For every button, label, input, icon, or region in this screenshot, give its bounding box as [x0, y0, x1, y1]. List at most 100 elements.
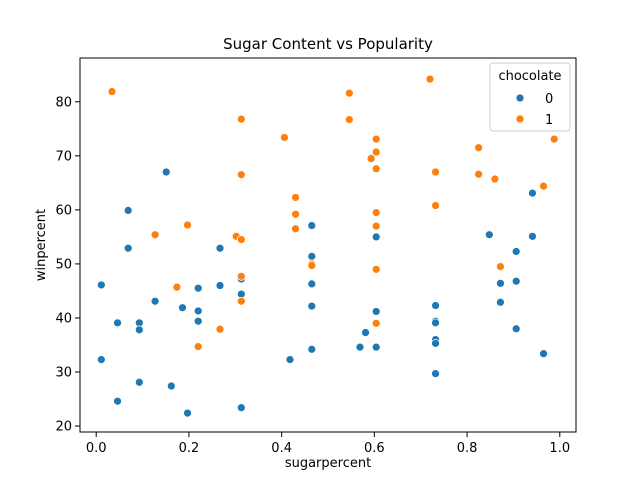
- legend-marker-series-1: [515, 114, 525, 124]
- y-axis-label: winpercent: [34, 209, 49, 281]
- data-point-series-0: [539, 349, 548, 359]
- data-point-series-1: [371, 164, 381, 174]
- data-point-series-0: [166, 381, 176, 391]
- data-point-series-0: [178, 303, 187, 313]
- data-point-series-0: [355, 342, 365, 352]
- data-point-series-1: [291, 193, 300, 202]
- data-point-series-0: [285, 355, 295, 364]
- data-point-series-1: [474, 169, 484, 179]
- legend-label-series-0: 0: [545, 92, 553, 107]
- legend-label-series-1: 1: [545, 113, 553, 128]
- data-point-series-1: [371, 208, 381, 217]
- x-axis-label: sugarpercent: [285, 456, 371, 471]
- data-point-series-1: [193, 342, 203, 351]
- data-point-series-1: [371, 318, 381, 328]
- data-point-series-1: [371, 264, 381, 274]
- data-point-series-0: [431, 318, 440, 328]
- x-tick-label: 0.4: [271, 441, 292, 456]
- legend-entries: 01: [515, 92, 553, 128]
- data-point-series-1: [371, 147, 381, 157]
- data-point-series-0: [123, 206, 133, 215]
- legend: chocolate 01: [489, 62, 571, 132]
- data-point-series-0: [193, 306, 203, 316]
- data-point-series-0: [193, 283, 203, 293]
- y-tick-label: 40: [55, 311, 72, 326]
- data-point-series-0: [528, 188, 537, 198]
- y-tick-label: 60: [55, 203, 72, 218]
- data-point-series-0: [496, 278, 505, 288]
- chart-title: Sugar Content vs Popularity: [223, 35, 433, 53]
- data-point-series-0: [307, 251, 317, 261]
- data-point-series-1: [107, 87, 117, 96]
- data-point-series-0: [96, 280, 106, 290]
- data-point-series-0: [193, 316, 203, 326]
- data-point-series-1: [280, 133, 289, 142]
- data-point-series-0: [528, 231, 537, 241]
- data-point-series-0: [431, 301, 440, 310]
- data-point-series-1: [425, 74, 435, 84]
- data-point-series-1: [371, 134, 381, 144]
- data-point-series-1: [236, 170, 246, 180]
- data-point-series-0: [431, 369, 440, 379]
- data-point-series-1: [474, 143, 484, 153]
- data-point-series-0: [511, 276, 521, 286]
- data-point-series-0: [431, 338, 440, 348]
- data-point-series-0: [113, 396, 122, 406]
- data-point-series-0: [371, 232, 381, 242]
- x-tick-label: 1.0: [549, 441, 570, 456]
- data-point-series-0: [150, 296, 160, 306]
- data-point-series-0: [307, 344, 317, 354]
- data-point-series-0: [371, 342, 381, 352]
- legend-marker-series-0: [515, 93, 525, 103]
- data-point-series-0: [215, 243, 225, 253]
- data-point-series-1: [431, 167, 440, 177]
- data-point-series-0: [371, 307, 381, 316]
- data-point-series-0: [307, 221, 317, 230]
- data-point-series-0: [183, 408, 192, 418]
- legend-title: chocolate: [498, 69, 561, 84]
- data-point-series-0: [307, 279, 317, 289]
- data-point-series-1: [291, 224, 300, 234]
- data-point-series-1: [431, 201, 440, 210]
- data-point-series-1: [490, 174, 500, 184]
- axes-frame: [79, 57, 577, 433]
- points-layer: [96, 74, 559, 418]
- data-point-series-1: [236, 271, 246, 281]
- x-tick-label: 0.8: [457, 441, 478, 456]
- x-tick-label: 0.2: [179, 441, 200, 456]
- legend-frame: [489, 62, 571, 132]
- data-point-series-1: [344, 115, 354, 124]
- data-point-series-1: [236, 235, 246, 244]
- data-point-series-0: [511, 324, 521, 334]
- data-point-series-1: [366, 154, 376, 163]
- y-tick-label: 70: [55, 149, 72, 164]
- data-point-series-1: [496, 262, 505, 271]
- data-point-series-1: [539, 181, 548, 191]
- y-tick-label: 20: [55, 420, 72, 435]
- data-point-series-1: [344, 88, 354, 98]
- data-point-series-0: [113, 318, 122, 328]
- data-point-series-1: [307, 261, 317, 270]
- data-point-series-0: [307, 301, 317, 311]
- data-point-series-0: [161, 167, 171, 177]
- y-tick-label: 50: [55, 257, 72, 272]
- data-point-series-1: [150, 230, 160, 240]
- data-point-series-1: [291, 209, 300, 219]
- y-tick-label: 80: [55, 95, 72, 110]
- x-tick-label: 0.0: [86, 441, 107, 456]
- data-point-series-1: [549, 134, 559, 144]
- data-point-series-1: [215, 324, 225, 334]
- data-point-series-0: [484, 230, 494, 240]
- data-point-series-1: [236, 114, 246, 124]
- data-point-series-0: [134, 325, 144, 335]
- x-tick-label: 0.6: [364, 441, 385, 456]
- data-point-series-1: [172, 282, 182, 292]
- data-point-series-0: [496, 297, 505, 307]
- data-point-series-1: [183, 220, 192, 230]
- data-point-series-0: [96, 355, 106, 364]
- data-point-series-1: [371, 221, 381, 231]
- data-point-series-0: [361, 328, 370, 337]
- data-point-series-0: [236, 403, 246, 413]
